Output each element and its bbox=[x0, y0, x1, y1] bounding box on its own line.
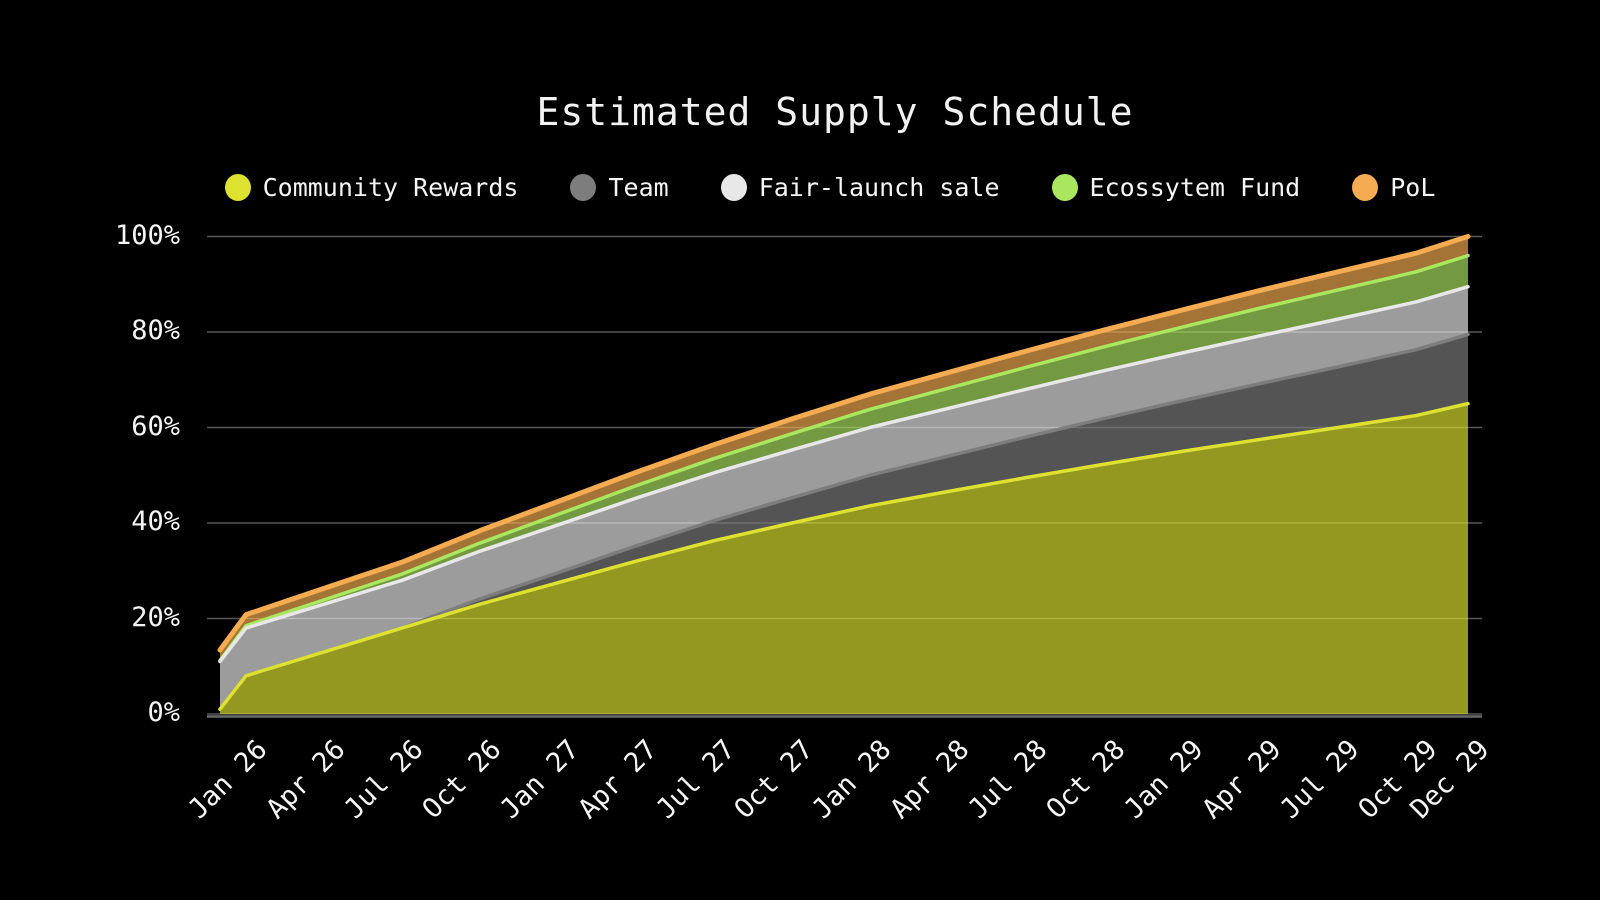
y-tick-40%: 40% bbox=[131, 506, 180, 537]
legend-dot-icon bbox=[1051, 173, 1078, 201]
y-tick-0%: 0% bbox=[147, 697, 180, 728]
legend-dot-icon bbox=[570, 173, 597, 201]
line-ecossytem-fund bbox=[218, 253, 1470, 663]
legend-label: Fair-launch sale bbox=[758, 172, 1000, 202]
legend-label: Community Rewards bbox=[262, 172, 519, 202]
legend-dot-icon bbox=[720, 173, 747, 201]
area-team bbox=[220, 334, 1468, 710]
chart-title: Estimated Supply Schedule bbox=[536, 90, 1134, 134]
area-ecossytem-fund bbox=[220, 255, 1468, 662]
line-pol bbox=[217, 234, 1471, 653]
y-tick-60%: 60% bbox=[131, 410, 180, 442]
y-tick-100%: 100% bbox=[114, 219, 180, 251]
legend-item-pol: PoL bbox=[1352, 173, 1435, 202]
y-tick-20%: 20% bbox=[131, 601, 180, 633]
line-community-rewards bbox=[218, 401, 1470, 711]
y-tick-80%: 80% bbox=[131, 315, 180, 346]
chart-legend: Community Rewards Team Fair-launch sale Eco… bbox=[60, 168, 1600, 206]
legend-item-community-rewards: Community Rewards bbox=[224, 172, 519, 202]
legend-dot-icon bbox=[224, 173, 251, 201]
area-pol bbox=[220, 236, 1468, 661]
legend-dot-icon bbox=[1352, 173, 1379, 201]
legend-item-ecossytem-fund: Ecossytem Fund bbox=[1051, 172, 1301, 202]
area-fair-launch-sale bbox=[220, 286, 1468, 710]
line-fair-launch-sale bbox=[218, 284, 1470, 664]
legend-label: Ecossytem Fund bbox=[1089, 172, 1301, 202]
legend-label: PoL bbox=[1390, 172, 1436, 202]
legend-item-team: Team bbox=[570, 172, 669, 202]
legend-label: Team bbox=[608, 172, 669, 202]
legend-item-fair-launch-sale: Fair-launch sale bbox=[720, 172, 1000, 202]
area-community-rewards bbox=[220, 403, 1468, 714]
